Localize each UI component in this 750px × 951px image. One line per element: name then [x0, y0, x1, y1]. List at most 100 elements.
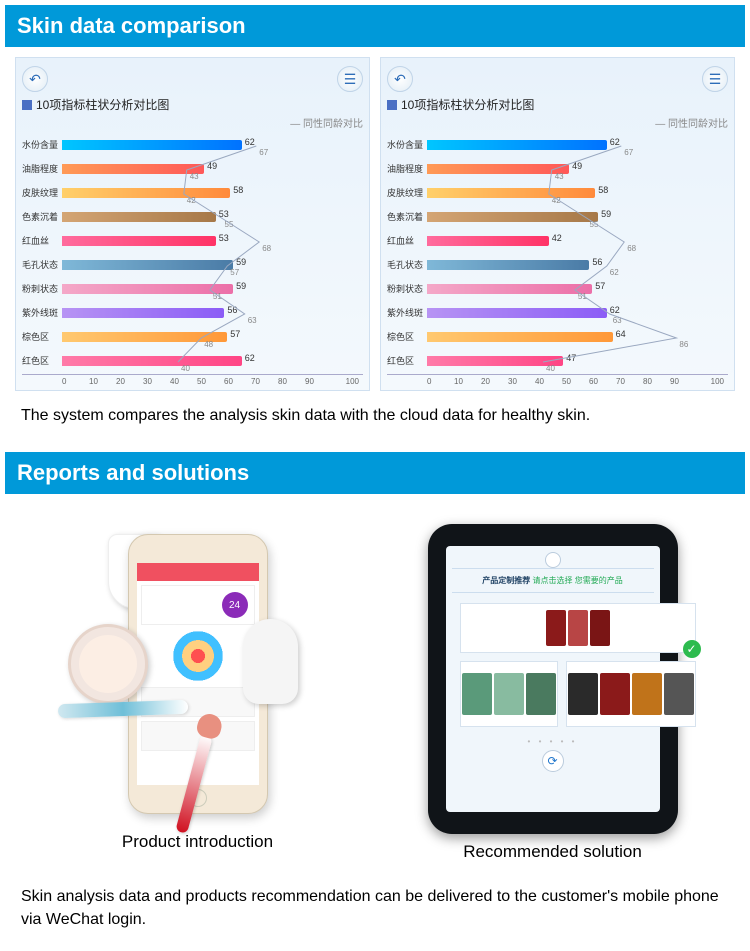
product-intro-item: 24 Product introduction: [35, 524, 360, 862]
bar-label: 色素沉着: [387, 210, 425, 223]
bar-row: 水份含量6267: [62, 134, 359, 158]
bar-label: 粉刺状态: [387, 282, 425, 295]
bar: [62, 212, 216, 222]
product-icon: [494, 673, 524, 715]
bar: [427, 284, 592, 294]
chart-legend: — 同性同龄对比: [22, 115, 363, 130]
bar: [62, 332, 227, 342]
bar-value: 47: [566, 353, 576, 363]
check-icon: ✓: [683, 640, 701, 658]
ref-value: 63: [613, 316, 622, 325]
bar-label: 皮肤纹理: [387, 186, 425, 199]
section-header-reports: Reports and solutions: [5, 452, 745, 494]
ref-value: 68: [262, 244, 271, 253]
ref-value: 86: [679, 340, 688, 349]
phone-score-badge: 24: [222, 592, 248, 618]
product-tile[interactable]: [566, 661, 696, 727]
bar-value: 62: [245, 137, 255, 147]
product-tile[interactable]: ✓: [460, 603, 696, 653]
bar-value: 49: [572, 161, 582, 171]
ref-value: 63: [248, 316, 257, 325]
bar-label: 红血丝: [387, 234, 425, 247]
back-icon[interactable]: ↶: [387, 66, 413, 92]
bar-value: 57: [595, 281, 605, 291]
bar-label: 红血丝: [22, 234, 60, 247]
section-header-comparison: Skin data comparison: [5, 5, 745, 47]
bar-row: 皮肤纹理5842: [427, 182, 724, 206]
bar: [427, 188, 595, 198]
bar-row: 毛孔状态5957: [62, 254, 359, 278]
bar-row: 红色区6240: [62, 350, 359, 374]
bar-label: 红色区: [387, 354, 425, 367]
ref-value: 51: [578, 292, 587, 301]
ref-value: 40: [546, 364, 555, 373]
bar-value: 62: [610, 305, 620, 315]
bar: [62, 188, 230, 198]
bar-label: 棕色区: [22, 330, 60, 343]
chart-title: 10项指标柱状分析对比图: [36, 96, 169, 113]
menu-icon[interactable]: ☰: [702, 66, 728, 92]
bar-value: 56: [227, 305, 237, 315]
bar-value: 53: [219, 233, 229, 243]
bar-value: 53: [219, 209, 229, 219]
menu-icon[interactable]: ☰: [337, 66, 363, 92]
chart-left: ↶ ☰ 10项指标柱状分析对比图 — 同性同龄对比水份含量 62 67油脂程度4943皮肤…: [15, 57, 370, 391]
tablet-nav-icon[interactable]: ⟳: [542, 750, 564, 772]
bar: [427, 332, 613, 342]
bar-label: 色素沉着: [22, 210, 60, 223]
ref-value: 43: [555, 172, 564, 181]
bar-value: 49: [207, 161, 217, 171]
chart-right: ↶☰10项指标柱状分析对比图— 同性同龄对比水份含量6267油脂程度4943皮肤…: [380, 57, 735, 391]
bar-label: 油脂程度: [387, 162, 425, 175]
bar-row: 红色区4740: [427, 350, 724, 374]
target-icon: [173, 631, 223, 681]
ref-value: 40: [181, 364, 190, 373]
bar-row: 皮肤纹理5842: [62, 182, 359, 206]
product-icon: [568, 673, 598, 715]
bar: [62, 164, 204, 174]
phone-mock: 24: [68, 524, 328, 824]
back-icon[interactable]: ↶: [22, 66, 48, 92]
bar-label: 紫外线斑: [387, 306, 425, 319]
bar: [62, 260, 233, 270]
x-axis: 0102030405060708090100: [22, 374, 363, 386]
bar-row: 紫外线斑5663: [62, 302, 359, 326]
bar: [62, 308, 224, 318]
bar-row: 红血丝4268: [427, 230, 724, 254]
solutions-row: 24 Product introduction: [5, 504, 745, 872]
bar-row: 油脂程度4943: [62, 158, 359, 182]
product-tile[interactable]: [460, 661, 558, 727]
product-icon: [546, 610, 566, 646]
bar-label: 皮肤纹理: [22, 186, 60, 199]
bar-value: 56: [592, 257, 602, 267]
bar-row: 棕色区5748: [62, 326, 359, 350]
product-icon: [462, 673, 492, 715]
ref-value: 67: [259, 148, 268, 157]
bar-value: 58: [598, 185, 608, 195]
tablet-mock: 产品定制推荐 请点击选择 您需要的产品 ✓ • • • • • ⟳: [428, 524, 678, 834]
tablet-screen: 产品定制推荐 请点击选择 您需要的产品 ✓ • • • • • ⟳: [446, 546, 660, 812]
bar-row: 毛孔状态5662: [427, 254, 724, 278]
tablet-top-circle-icon: [545, 552, 561, 568]
product-icon: [568, 610, 588, 646]
bar-value: 59: [236, 281, 246, 291]
bar-value: 57: [230, 329, 240, 339]
bar-row: 紫外线斑6263: [427, 302, 724, 326]
bar: [427, 212, 598, 222]
ref-value: 48: [204, 340, 213, 349]
product-icon: [526, 673, 556, 715]
bar-row: 粉刺状态5951: [62, 278, 359, 302]
bar-value: 64: [616, 329, 626, 339]
chart-legend: — 同性同龄对比: [387, 115, 728, 130]
bar: [427, 164, 569, 174]
bar: [62, 236, 216, 246]
bar-row: 棕色区6486: [427, 326, 724, 350]
bar-label: 水份含量: [22, 138, 60, 151]
device-icon: [243, 619, 298, 704]
ref-value: 51: [213, 292, 222, 301]
bar: [427, 308, 607, 318]
ref-value: 55: [225, 220, 234, 229]
recommended-item: 产品定制推荐 请点击选择 您需要的产品 ✓ • • • • • ⟳ Recomm…: [390, 524, 715, 862]
bar-value: 62: [610, 137, 620, 147]
product-icon: [664, 673, 694, 715]
